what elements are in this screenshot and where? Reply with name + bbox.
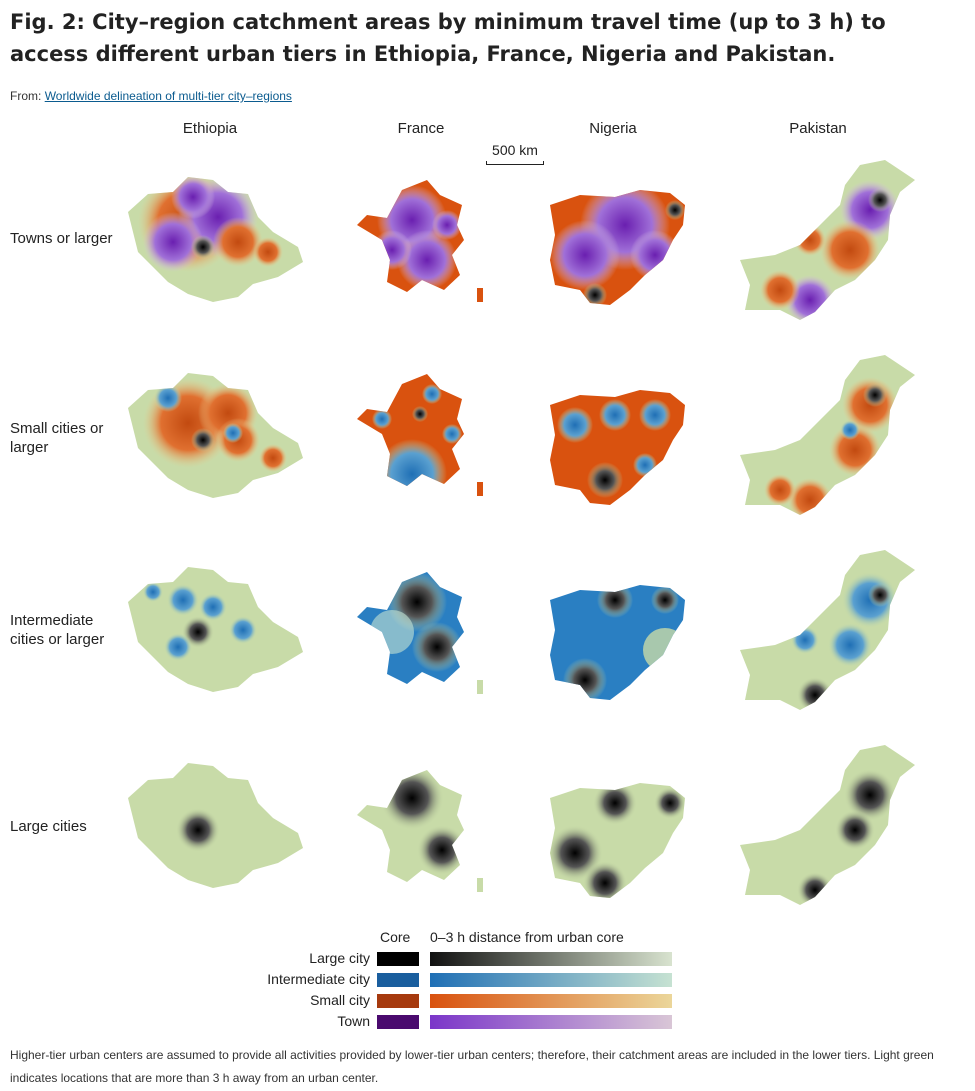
legend-core-header: Core xyxy=(380,929,411,945)
map-nigeria-intermediate-cities xyxy=(550,585,685,700)
source-link[interactable]: Worldwide delineation of multi-tier city… xyxy=(44,89,292,103)
map-france-intermediate-cities xyxy=(357,572,483,694)
column-header-france: France xyxy=(397,120,445,137)
legend-label: Large city xyxy=(309,950,370,966)
map-pakistan-towns xyxy=(740,160,915,320)
legend-gradient-swatch xyxy=(430,994,672,1008)
legend-label: Small city xyxy=(310,992,370,1008)
map-france-large-cities xyxy=(357,770,483,892)
column-header-ethiopia: Ethiopia xyxy=(182,120,238,137)
scale-bar: 500 km xyxy=(485,142,545,166)
map-nigeria-small-cities xyxy=(550,390,685,505)
map-ethiopia-intermediate-cities xyxy=(128,567,303,692)
legend-gradient-swatch xyxy=(430,1015,672,1029)
row-label-towns: Towns or larger xyxy=(10,230,113,247)
legend-label: Intermediate city xyxy=(267,971,370,987)
source-prefix: From: xyxy=(10,89,42,103)
legend-label: Town xyxy=(337,1013,370,1029)
legend-core-swatch xyxy=(377,1015,419,1029)
legend-gradient-header: 0–3 h distance from urban core xyxy=(430,929,624,945)
column-header-pakistan: Pakistan xyxy=(789,120,847,137)
map-france-small-cities xyxy=(357,374,483,496)
legend-gradient-swatch xyxy=(430,973,672,987)
map-ethiopia-large-cities xyxy=(128,763,303,888)
legend: Core 0–3 h distance from urban core Larg… xyxy=(230,926,690,1036)
map-france-towns xyxy=(357,180,483,302)
column-header-nigeria: Nigeria xyxy=(589,120,637,137)
map-pakistan-small-cities xyxy=(740,355,915,515)
row-label-large-cities: Large cities xyxy=(10,818,87,835)
footnote: Higher-tier urban centers are assumed to… xyxy=(10,1048,934,1085)
legend-row-large-city: Large city xyxy=(230,950,690,968)
scale-bar-label: 500 km xyxy=(492,142,538,158)
scale-bar-line xyxy=(486,161,544,165)
row-label-small-cities: Small cities or larger xyxy=(10,420,104,456)
figure-title: Fig. 2: City–region catchment areas by m… xyxy=(10,10,886,66)
source-line: From: Worldwide delineation of multi-tie… xyxy=(10,89,292,103)
map-ethiopia-towns xyxy=(128,177,303,302)
legend-core-swatch xyxy=(377,994,419,1008)
map-nigeria-large-cities xyxy=(550,783,685,898)
map-pakistan-intermediate-cities xyxy=(740,550,915,710)
row-label-intermediate-cities: Intermediate cities or larger xyxy=(10,612,105,648)
map-pakistan-large-cities xyxy=(740,745,915,905)
map-ethiopia-small-cities xyxy=(128,373,303,498)
map-nigeria-towns xyxy=(550,190,685,305)
legend-row-intermediate-city: Intermediate city xyxy=(230,971,690,989)
legend-row-small-city: Small city xyxy=(230,992,690,1010)
legend-core-swatch xyxy=(377,973,419,987)
legend-row-town: Town xyxy=(230,1013,690,1031)
legend-core-swatch xyxy=(377,952,419,966)
legend-gradient-swatch xyxy=(430,952,672,966)
